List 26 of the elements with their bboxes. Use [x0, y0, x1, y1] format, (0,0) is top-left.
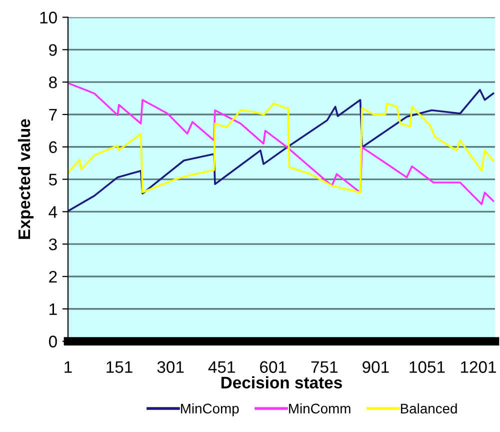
y-tick-label: 3: [48, 238, 57, 250]
y-tick-label: 2: [49, 270, 57, 283]
y-tick-label: 6: [49, 141, 57, 154]
y-tick-label: 0: [48, 336, 57, 348]
x-tick-label: 601: [260, 361, 286, 373]
y-tick-label: 7: [49, 109, 57, 121]
y-tick-label: 10: [40, 12, 57, 24]
x-tick-label: 451: [208, 361, 235, 373]
x-tick-label: 901: [362, 361, 389, 373]
x-tick-label: 1: [64, 361, 72, 373]
x-tick-label: 751: [311, 361, 338, 373]
y-tick-label: 4: [48, 206, 58, 218]
legend-label: MinComp: [181, 403, 239, 416]
line-series: [68, 102, 494, 194]
legend-label: Balanced: [400, 403, 457, 414]
x-tick-label: 1051: [410, 361, 445, 373]
legend-label: MinComm: [289, 403, 350, 414]
y-tick-label: 1: [50, 303, 57, 315]
x-tick-label: 1201: [460, 361, 496, 373]
y-tick-label: 5: [48, 174, 57, 186]
x-tick-label: 151: [106, 361, 132, 373]
x-tick-label: 301: [157, 361, 184, 373]
y-axis-title: Expected value: [18, 119, 34, 239]
y-tick-label: 8: [49, 76, 57, 88]
x-axis-title: Decision states: [221, 376, 342, 389]
y-tick-label: 9: [49, 44, 57, 56]
